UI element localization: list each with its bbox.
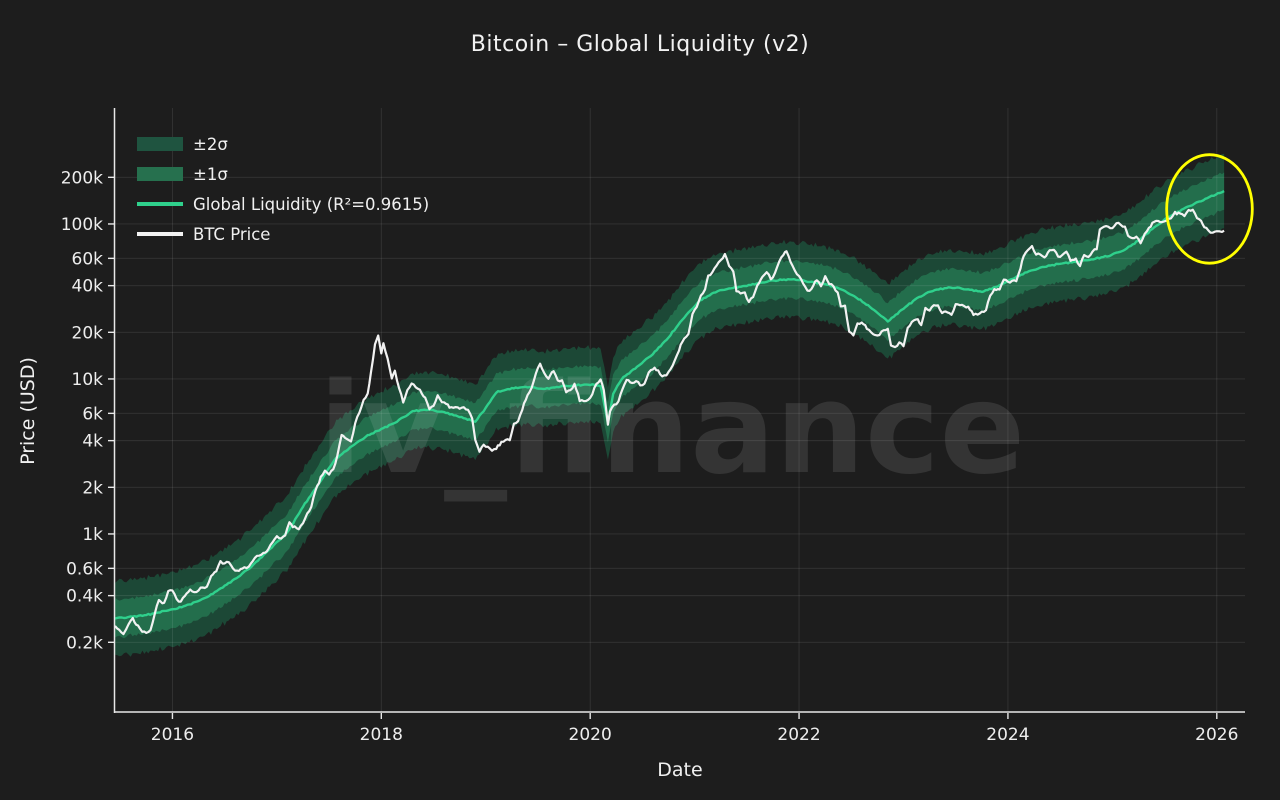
legend-item: ±1σ xyxy=(137,159,429,189)
svg-text:100k: 100k xyxy=(61,215,103,235)
btc-price-line xyxy=(115,208,1225,636)
legend-swatch-line xyxy=(137,232,183,236)
tick-labels: 200k 100k 60k 40k 20k 10k 6k 4k 2k 1k 0.6k 0.4k 0.2k… xyxy=(61,168,1239,745)
svg-text:10k: 10k xyxy=(72,370,104,390)
svg-text:2024: 2024 xyxy=(986,725,1029,745)
x-axis-label: Date xyxy=(657,759,703,781)
legend-item: BTC Price xyxy=(137,219,429,249)
svg-text:0.4k: 0.4k xyxy=(66,587,103,607)
svg-text:200k: 200k xyxy=(61,168,103,188)
legend-label: Global Liquidity (R²=0.9615) xyxy=(193,194,430,214)
svg-text:2k: 2k xyxy=(82,478,103,498)
chart-title: Bitcoin – Global Liquidity (v2) xyxy=(470,32,810,57)
legend-item: Global Liquidity (R²=0.9615) xyxy=(137,189,429,219)
svg-text:2016: 2016 xyxy=(151,725,194,745)
legend-label: ±1σ xyxy=(193,164,228,184)
legend-label: BTC Price xyxy=(193,224,271,244)
global-liquidity-line xyxy=(115,190,1225,620)
svg-text:2022: 2022 xyxy=(777,725,820,745)
y-axis-label: Price (USD) xyxy=(17,357,39,465)
legend-label: ±2σ xyxy=(193,134,228,154)
watermark: iv_finance xyxy=(319,355,1025,502)
svg-text:60k: 60k xyxy=(72,249,104,269)
legend-item: ±2σ xyxy=(137,129,429,159)
svg-text:0.2k: 0.2k xyxy=(66,633,103,653)
gridlines xyxy=(115,108,1245,712)
legend-swatch-band xyxy=(137,167,183,181)
svg-text:6k: 6k xyxy=(82,404,103,424)
svg-text:2018: 2018 xyxy=(360,725,403,745)
legend: ±2σ ±1σ Global Liquidity (R²=0.9615) BTC Pr… xyxy=(137,129,429,249)
svg-text:4k: 4k xyxy=(82,432,103,452)
svg-text:40k: 40k xyxy=(72,277,104,297)
legend-swatch-band xyxy=(137,137,183,151)
axes-spines xyxy=(113,108,1245,713)
svg-text:2026: 2026 xyxy=(1195,725,1238,745)
svg-text:0.6k: 0.6k xyxy=(66,559,103,579)
svg-text:1k: 1k xyxy=(82,525,103,545)
svg-text:2020: 2020 xyxy=(569,725,612,745)
legend-swatch-line xyxy=(137,202,183,206)
highlight-ellipse xyxy=(1165,153,1254,265)
svg-text:20k: 20k xyxy=(72,323,104,343)
